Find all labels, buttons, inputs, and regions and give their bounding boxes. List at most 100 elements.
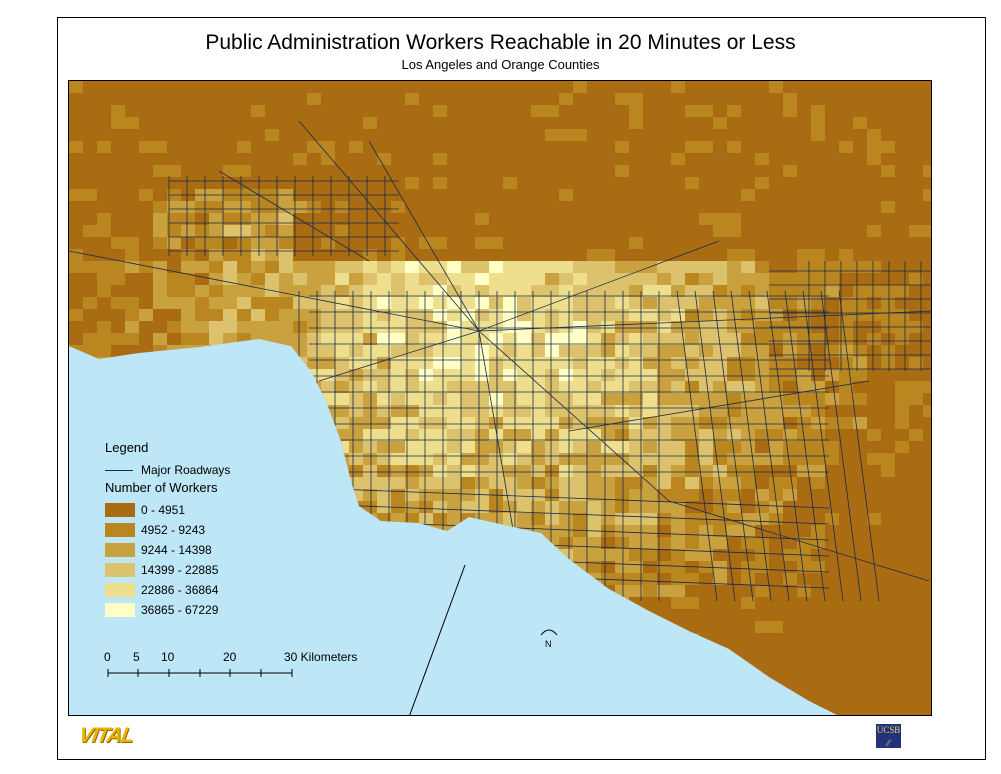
census-tract [923, 81, 931, 93]
census-tract [867, 573, 895, 585]
census-tract [727, 249, 755, 261]
census-tract [433, 213, 447, 225]
census-tract [349, 285, 363, 297]
census-tract [489, 465, 503, 477]
census-tract [349, 201, 363, 213]
census-tract [363, 165, 377, 177]
census-tract [839, 285, 853, 297]
census-tract [685, 417, 699, 429]
census-tract [209, 81, 223, 93]
roadway [820, 290, 862, 602]
census-tract [727, 153, 741, 165]
census-tract [559, 249, 587, 261]
census-tract [489, 141, 503, 153]
census-tract [797, 141, 811, 153]
census-tract [895, 309, 909, 321]
census-tract [83, 189, 97, 201]
census-tract [447, 477, 461, 489]
census-tract [769, 249, 783, 261]
census-tract [223, 93, 237, 105]
census-tract [251, 129, 265, 141]
census-tract [923, 285, 931, 297]
census-tract [531, 381, 545, 393]
census-tract [699, 261, 713, 273]
census-tract [741, 297, 755, 309]
census-tract [769, 129, 783, 141]
census-tract [699, 525, 713, 537]
census-tract [419, 369, 433, 381]
census-tract [825, 537, 839, 549]
census-tract [349, 321, 363, 333]
census-tract [279, 237, 293, 249]
census-tract [139, 177, 153, 189]
census-tract [517, 309, 531, 321]
census-tract [895, 465, 923, 477]
map-canvas[interactable]: N [68, 80, 932, 716]
census-tract [909, 333, 931, 345]
census-tract [349, 345, 363, 357]
census-tract [573, 237, 601, 249]
census-tract [545, 501, 559, 513]
census-tract [601, 393, 615, 405]
census-tract [699, 357, 713, 369]
census-tract [909, 381, 931, 393]
census-tract [545, 465, 559, 477]
census-tract [489, 477, 503, 489]
census-tract [447, 501, 461, 513]
census-tract [111, 345, 125, 357]
census-tract [853, 225, 867, 237]
census-tract [923, 597, 931, 609]
census-tract [895, 81, 909, 93]
census-tract [517, 381, 531, 393]
census-tract [461, 381, 475, 393]
census-tract [237, 213, 251, 225]
census-tract [755, 309, 769, 321]
census-tract [895, 345, 909, 357]
census-tract [685, 237, 699, 249]
census-tract [699, 597, 713, 609]
census-tract [755, 249, 769, 261]
census-tract [741, 141, 755, 153]
census-tract [461, 501, 475, 513]
census-tract [741, 465, 755, 477]
census-tract [629, 381, 643, 393]
legend-class-label: 9244 - 14398 [141, 543, 212, 557]
census-tract [601, 357, 615, 369]
census-tract [293, 165, 321, 177]
census-tract [335, 345, 349, 357]
census-tract [699, 465, 713, 477]
census-tract [139, 117, 153, 129]
census-tract [139, 201, 153, 213]
census-tract [307, 273, 321, 285]
census-tract [713, 633, 727, 645]
census-tract [265, 249, 279, 261]
legend-swatch [105, 563, 135, 577]
catalina-boundary-line [409, 564, 466, 715]
census-tract [867, 417, 881, 429]
roadway [694, 290, 736, 602]
census-tract [769, 273, 783, 285]
census-tract [797, 405, 811, 417]
census-tract [517, 489, 531, 501]
legend-class: 36865 - 67229 [105, 600, 230, 620]
census-tract [531, 81, 559, 93]
census-tract [671, 213, 685, 225]
census-tract [881, 153, 895, 165]
census-tract [615, 297, 629, 309]
census-tract [517, 261, 531, 273]
census-tract [573, 273, 587, 285]
census-tract [405, 261, 419, 273]
census-tract [699, 129, 713, 141]
census-tract [125, 333, 139, 345]
roadway [766, 290, 808, 602]
census-tract [391, 297, 405, 309]
census-tract [881, 273, 895, 285]
scale-tick-label: 10 [161, 650, 175, 664]
roadway [712, 290, 754, 602]
census-tract [559, 273, 573, 285]
census-tract [573, 417, 587, 429]
census-tract [755, 273, 769, 285]
census-tract [601, 477, 615, 489]
census-tract [475, 225, 503, 237]
census-tract [559, 285, 573, 297]
